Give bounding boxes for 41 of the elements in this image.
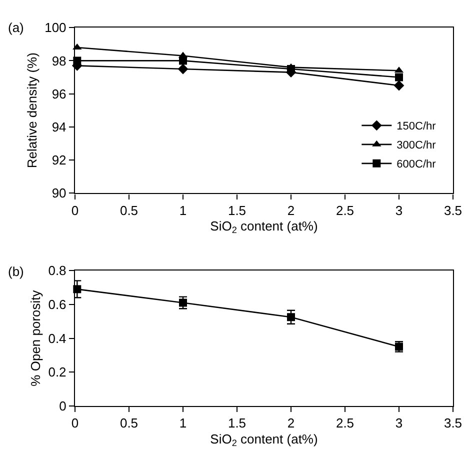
x-tick-label: 3.5 bbox=[444, 202, 462, 218]
x-tick-label: 3.5 bbox=[444, 416, 462, 431]
x-tick-label: 2 bbox=[287, 416, 295, 431]
y-tick-label: 94 bbox=[52, 119, 66, 134]
x-tick-label: 0 bbox=[71, 416, 79, 431]
x-tick-label: 1 bbox=[179, 202, 187, 218]
x-tick-label: 1.5 bbox=[228, 202, 246, 218]
x-tick-label: 0 bbox=[71, 202, 79, 218]
x-tick-label: 2 bbox=[287, 202, 295, 218]
x-axis-title: SiO$_{2}$ content (at%) bbox=[210, 431, 318, 448]
legend-label: 300C/hr bbox=[396, 140, 436, 152]
point bbox=[394, 80, 404, 91]
x-tick-label: 0.5 bbox=[120, 416, 138, 431]
y-tick-label: 98 bbox=[52, 53, 66, 68]
y-tick-label: 0.4 bbox=[48, 330, 66, 346]
legend-label: 150C/hr bbox=[396, 120, 436, 133]
y-tick-label: 90 bbox=[52, 186, 66, 201]
y-tick-label: 96 bbox=[52, 86, 66, 102]
y-tick-label: 0.6 bbox=[48, 296, 66, 312]
x-tick-label: 2.5 bbox=[336, 202, 354, 218]
y-tick-label: 0.2 bbox=[48, 364, 66, 380]
point bbox=[179, 56, 187, 65]
x-tick-label: 3 bbox=[395, 202, 403, 218]
point bbox=[178, 64, 188, 74]
y-tick-label: 92 bbox=[52, 152, 66, 168]
y-tick-label: 0 bbox=[59, 398, 66, 414]
y-tick-label: 0.8 bbox=[48, 263, 66, 278]
x-tick-label: 3 bbox=[395, 416, 403, 431]
x-tick-label: 0.5 bbox=[120, 202, 138, 218]
x-tick-label: 2.5 bbox=[336, 416, 354, 431]
y-axis-title: Relative density (%) bbox=[24, 52, 40, 168]
chart-title: (a) bbox=[8, 20, 24, 35]
chart-title: (b) bbox=[8, 264, 24, 279]
point bbox=[395, 73, 403, 82]
x-tick-label: 1 bbox=[179, 416, 187, 431]
point bbox=[287, 313, 295, 322]
x-axis-title: SiO$_{2}$ content (at%) bbox=[210, 218, 318, 236]
y-tick-label: 100 bbox=[44, 20, 66, 36]
x-tick-label: 1.5 bbox=[228, 416, 246, 431]
legend-label: 600C/hr bbox=[396, 158, 436, 171]
y-axis-title: % Open porosity bbox=[28, 290, 44, 386]
